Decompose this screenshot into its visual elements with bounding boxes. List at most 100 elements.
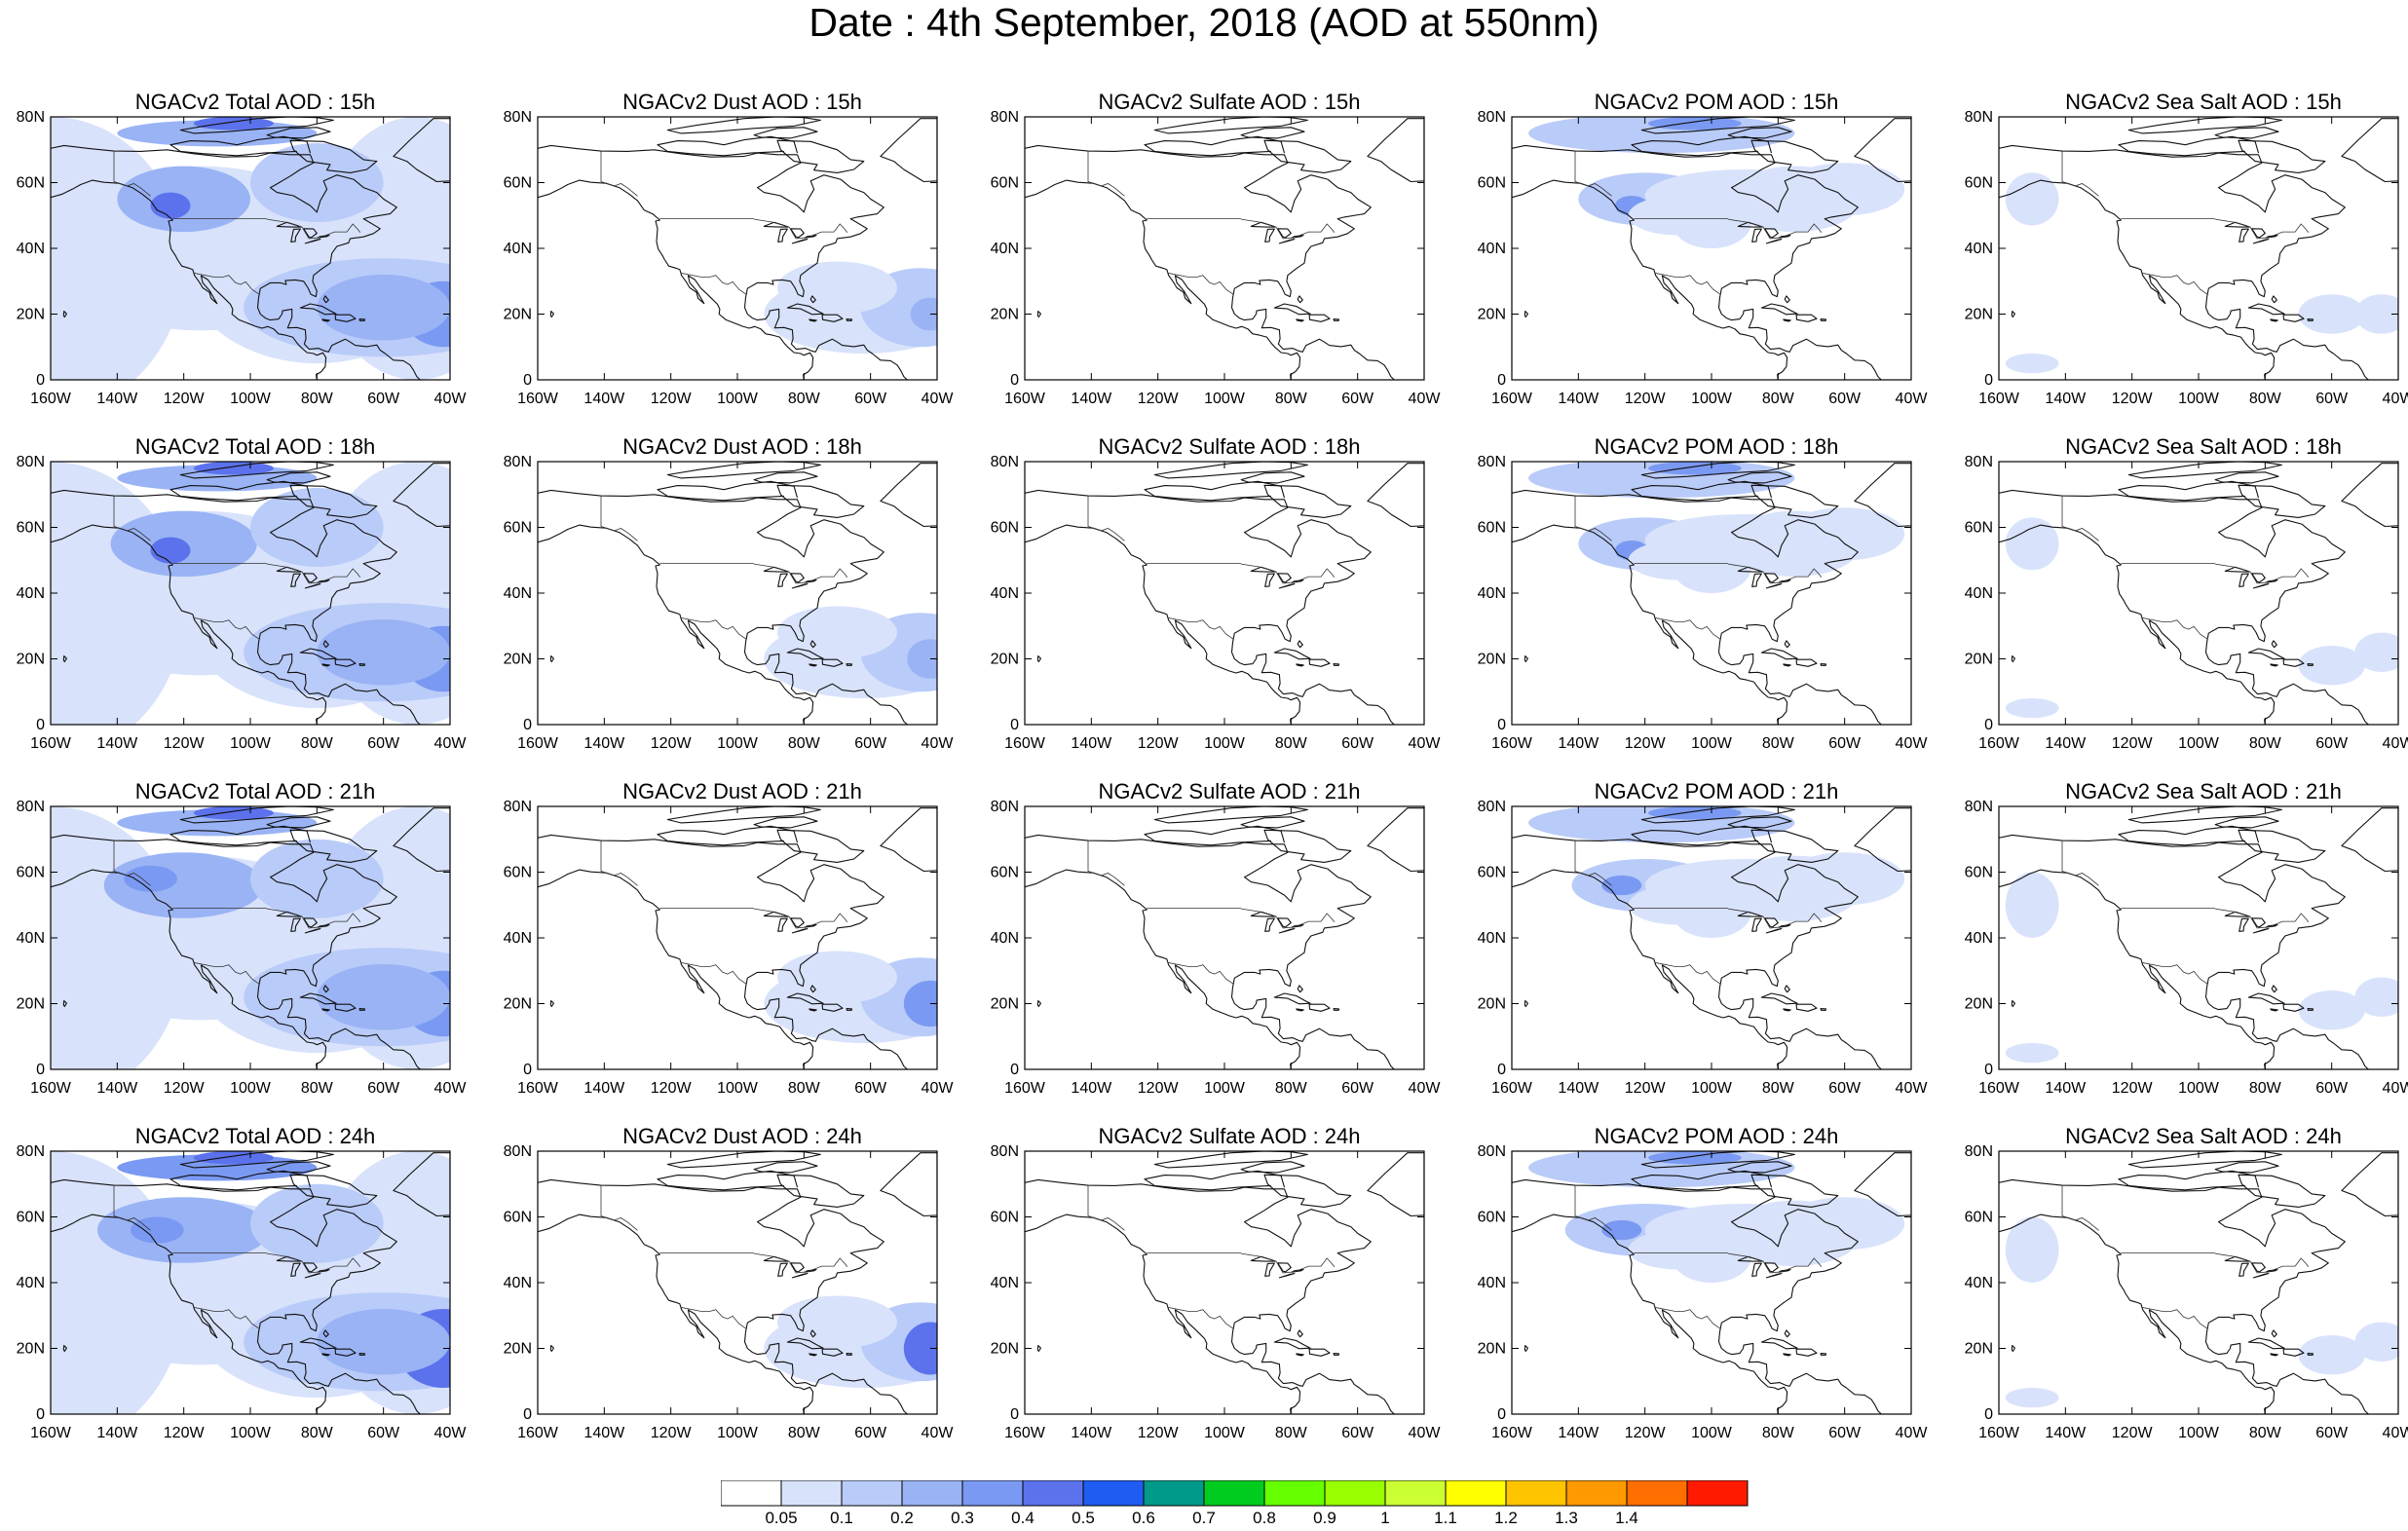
island-outline <box>1783 663 1791 667</box>
coastline <box>1999 1178 2369 1414</box>
island-outline <box>1795 1003 1818 1012</box>
lon-tick-label: 40W <box>1409 735 1442 752</box>
lon-tick-label: 100W <box>1691 1080 1733 1097</box>
island-outline <box>1297 1329 1303 1338</box>
lon-tick-label: 140W <box>96 1425 138 1441</box>
island-outline <box>1854 1152 1911 1217</box>
country-border <box>1087 840 1125 886</box>
island-outline <box>2270 1008 2278 1012</box>
lat-tick-label: 0 <box>36 1406 45 1423</box>
lake-outline <box>1751 1262 1762 1277</box>
panel-title: NGACv2 Total AOD : 15h <box>134 90 376 114</box>
lat-tick-label: 80N <box>1478 799 1506 815</box>
colorbar-label: 1.4 <box>1615 1509 1638 1527</box>
lon-tick-label: 40W <box>434 1425 468 1441</box>
island-outline <box>1760 992 1798 1005</box>
lake-outline <box>2252 1273 2270 1279</box>
lat-tick-label: 80N <box>17 1143 45 1160</box>
map-panel-seasalt-21h: NGACv2 Sea Salt AOD : 21h 80N 60N 40N 20N 0 16… <box>1955 779 2408 1101</box>
lon-tick-label: 80W <box>1762 1425 1795 1441</box>
lon-tick-label: 60W <box>1341 1080 1374 1097</box>
lon-tick-label: 160W <box>517 1425 559 1441</box>
map-background <box>1025 806 1424 1069</box>
country-border <box>1634 1252 1823 1274</box>
lon-tick-label: 140W <box>1071 391 1112 407</box>
coastline <box>1512 834 1882 1069</box>
lake-outline <box>2239 228 2249 243</box>
aod-shading <box>903 980 937 1027</box>
island-outline <box>179 117 334 134</box>
map-panel-seasalt-15h: NGACv2 Sea Salt AOD : 15h 80N 60N 40N 20N 0 16… <box>1955 90 2408 411</box>
map-panel-dust-21h: NGACv2 Dust AOD : 21h 80N 60N 40N 20N 0 160W 14… <box>494 779 981 1101</box>
colorbar-box <box>1203 1480 1265 1507</box>
island-outline <box>2341 463 2398 528</box>
lon-tick-label: 120W <box>164 1425 206 1441</box>
lon-tick-label: 140W <box>1558 391 1599 407</box>
island-outline <box>358 663 366 666</box>
country-border <box>2121 563 2310 584</box>
country-border <box>172 218 361 240</box>
lake-outline <box>1778 1268 1791 1273</box>
lon-tick-label: 80W <box>2249 391 2282 407</box>
lon-tick-label: 40W <box>2383 735 2408 752</box>
country-border <box>659 1252 848 1274</box>
coastline <box>2118 135 2260 157</box>
island-outline <box>1784 1329 1790 1338</box>
panel-title: NGACv2 Total AOD : 21h <box>134 779 376 803</box>
coastline <box>1025 144 1395 380</box>
coastline <box>1144 825 1286 846</box>
panel-title: NGACv2 Sea Salt AOD : 24h <box>2065 1124 2342 1148</box>
lon-tick-label: 40W <box>1896 1425 1929 1441</box>
map-panel-total-15h: NGACv2 Total AOD : 15h 80N 60N 40N 20N 0 160W 1… <box>7 90 494 411</box>
lon-tick-label: 120W <box>164 1080 206 1097</box>
lon-tick-label: 60W <box>1828 391 1862 407</box>
map-plot: 80N 60N 40N 20N 0 160W 140W 120W 100W 80W 60W 40W <box>504 454 955 752</box>
aod-shading <box>317 1309 450 1375</box>
lake-outline <box>1751 917 1762 932</box>
island-outline <box>1727 127 1792 139</box>
island-outline <box>1524 654 1528 663</box>
lat-tick-label: 0 <box>1010 1406 1019 1423</box>
lat-tick-label: 40N <box>17 930 45 947</box>
lon-tick-label: 80W <box>1275 1080 1308 1097</box>
lon-tick-label: 80W <box>1275 391 1308 407</box>
aod-shading <box>1672 541 1751 593</box>
lon-tick-label: 120W <box>164 391 206 407</box>
lon-tick-label: 100W <box>717 1425 759 1441</box>
aod-shading <box>317 619 450 686</box>
map-panel-sulfate-21h: NGACv2 Sulfate AOD : 21h 80N 60N 40N 20N 0 160… <box>981 779 1468 1101</box>
lat-tick-label: 20N <box>991 1341 1019 1358</box>
lon-tick-label: 100W <box>2178 735 2220 752</box>
island-outline <box>2341 807 2398 873</box>
island-outline <box>1240 471 1305 484</box>
lat-tick-label: 20N <box>991 996 1019 1013</box>
lon-tick-label: 160W <box>1004 391 1046 407</box>
lat-tick-label: 60N <box>991 520 1019 537</box>
country-border <box>172 563 361 584</box>
island-outline <box>549 310 554 318</box>
island-outline <box>322 640 329 649</box>
island-outline <box>549 654 554 663</box>
island-outline <box>1333 663 1340 666</box>
lake-outline <box>2265 923 2278 928</box>
lat-tick-label: 80N <box>1478 454 1506 470</box>
lake-outline <box>790 228 805 239</box>
colorbar-box <box>1022 1480 1084 1507</box>
map-panel-dust-15h: NGACv2 Dust AOD : 15h 80N 60N 40N 20N 0 160W 14… <box>494 90 981 411</box>
lon-tick-label: 60W <box>1341 1425 1374 1441</box>
lat-tick-label: 0 <box>1984 717 1993 733</box>
country-border <box>1167 961 1234 985</box>
aod-shading <box>193 806 274 820</box>
island-outline <box>2282 1348 2305 1357</box>
lon-tick-label: 160W <box>517 391 559 407</box>
island-outline <box>1153 1151 1308 1169</box>
lon-tick-label: 140W <box>1071 1080 1112 1097</box>
country-border <box>113 496 151 541</box>
map-panel-dust-18h: NGACv2 Dust AOD : 18h 80N 60N 40N 20N 0 160W 14… <box>494 434 981 756</box>
colorbar-box <box>780 1480 843 1507</box>
island-outline <box>334 658 357 667</box>
lat-tick-label: 20N <box>17 996 45 1013</box>
aod-shading <box>131 1216 184 1244</box>
island-outline <box>2271 1329 2277 1338</box>
panel-title: NGACv2 Sea Salt AOD : 15h <box>2065 90 2342 114</box>
